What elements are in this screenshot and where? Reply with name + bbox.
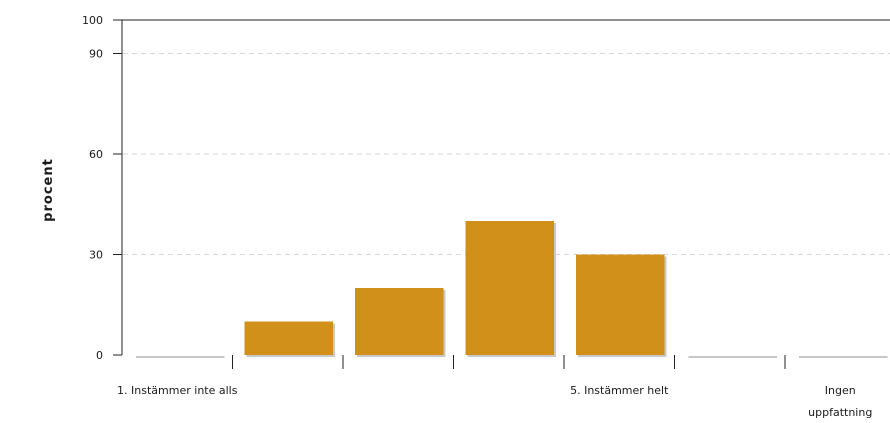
y-tick-label: 60 bbox=[89, 148, 103, 161]
y-tick-label: 100 bbox=[82, 14, 103, 27]
bar bbox=[244, 321, 333, 355]
bar-empty-baseline bbox=[799, 356, 888, 358]
bar bbox=[355, 288, 444, 355]
x-tick-label: Ingen uppfattning bbox=[808, 384, 872, 419]
bar bbox=[576, 254, 665, 355]
x-axis: 1. Instämmer inte alls 5. Instämmer helt I… bbox=[117, 355, 872, 419]
bar bbox=[465, 221, 554, 355]
bar-empty-baseline bbox=[688, 356, 777, 358]
y-tick-label: 30 bbox=[89, 249, 103, 262]
bars bbox=[136, 221, 888, 358]
x-tick-label: 5. Instämmer helt bbox=[570, 384, 669, 397]
y-tick-label: 90 bbox=[89, 48, 103, 61]
x-tick-label: 1. Instämmer inte alls bbox=[117, 384, 238, 397]
gridlines bbox=[123, 53, 890, 255]
y-axis: 0 30 60 90 100 bbox=[82, 14, 890, 362]
bar-empty-baseline bbox=[136, 356, 225, 358]
y-axis-label: procent bbox=[41, 158, 56, 222]
y-tick-label: 0 bbox=[96, 349, 103, 362]
